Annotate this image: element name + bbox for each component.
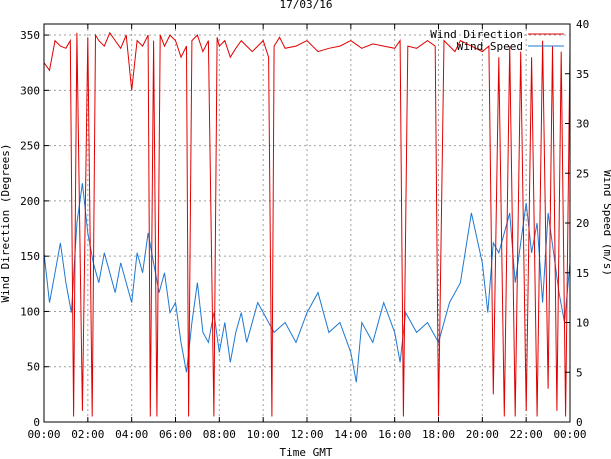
x-tick-label: 00:00 <box>553 428 586 441</box>
y-tick-label: 50 <box>27 361 40 374</box>
legend: Wind Direction Wind Speed <box>430 28 564 53</box>
x-tick-label: 14:00 <box>334 428 367 441</box>
x-tick-label: 02:00 <box>71 428 104 441</box>
series-line-wind-speed <box>43 183 571 383</box>
x-tick-label: 20:00 <box>466 428 499 441</box>
y-tick-label: 150 <box>20 250 40 263</box>
x-tick-label: 00:00 <box>27 428 60 441</box>
x-tick-label: 04:00 <box>115 428 148 441</box>
y-tick-label: 250 <box>20 140 40 153</box>
y2-tick-label: 25 <box>576 167 589 180</box>
y2-tick-label: 35 <box>576 68 589 81</box>
x-tick-label: 22:00 <box>510 428 543 441</box>
x-tick-label: 08:00 <box>203 428 236 441</box>
y2-tick-label: 0 <box>576 416 583 429</box>
x-tick-label: 12:00 <box>290 428 323 441</box>
legend-label-wind-speed: Wind Speed <box>457 40 523 53</box>
y-tick-label: 200 <box>20 195 40 208</box>
series-layer <box>43 31 571 417</box>
y2-tick-label: 20 <box>576 217 589 230</box>
y-tick-label: 0 <box>33 416 40 429</box>
x-axis-label: Time GMT <box>280 446 333 459</box>
y-tick-label: 100 <box>20 305 40 318</box>
y2-axis-label: Wind Speed (m/s) <box>601 170 611 276</box>
x-tick-label: 16:00 <box>378 428 411 441</box>
x-tick-label: 18:00 <box>422 428 455 441</box>
y-tick-label: 350 <box>20 29 40 42</box>
grid <box>44 24 570 422</box>
y-axis-label: Wind Direction (Degrees) <box>0 144 12 303</box>
series-line-wind-direction <box>43 31 571 417</box>
x-tick-label: 06:00 <box>159 428 192 441</box>
x-tick-label: 10:00 <box>247 428 280 441</box>
y2-tick-label: 10 <box>576 317 589 330</box>
chart-title: 17/03/16 <box>280 0 333 11</box>
ticks: 00:00 02:00 04:00 06:00 08:00 10:00 12:00 14:00… <box>20 18 589 441</box>
legend-label-wind-direction: Wind Direction <box>430 28 523 41</box>
y2-tick-label: 30 <box>576 118 589 131</box>
y2-tick-label: 5 <box>576 366 583 379</box>
y-tick-label: 300 <box>20 84 40 97</box>
y2-tick-label: 40 <box>576 18 589 31</box>
y2-tick-label: 15 <box>576 267 589 280</box>
